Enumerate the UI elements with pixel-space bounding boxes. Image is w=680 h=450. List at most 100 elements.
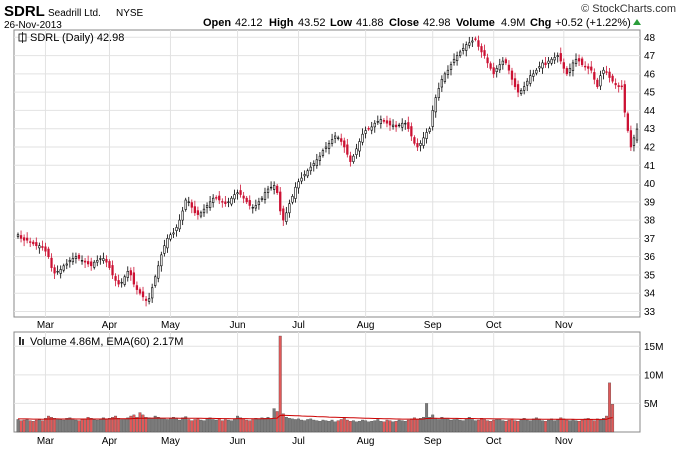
candle-up: [574, 58, 578, 64]
candle-down: [117, 280, 120, 285]
volume-bar: [348, 420, 352, 433]
volume-bar: [519, 419, 523, 433]
price-legend: SDRL (Daily) 42.98: [18, 32, 124, 44]
candle-up: [294, 186, 297, 199]
price-tick-label: 38: [644, 216, 656, 227]
candle-up: [361, 133, 364, 143]
volume-tick-label: 5M: [644, 399, 658, 410]
volume-bar: [431, 414, 435, 433]
price-month-label: Jul: [292, 320, 305, 331]
volume-value: 4.9M: [501, 17, 525, 29]
candle-down: [221, 201, 224, 203]
volume-bar: [339, 419, 343, 433]
candle-up: [455, 55, 459, 62]
candle-up: [208, 201, 212, 208]
price-tick-label: 42: [644, 142, 656, 153]
candle-up: [324, 146, 328, 149]
volume-bar: [120, 419, 124, 433]
candle-up: [550, 58, 553, 64]
volume-bar: [196, 418, 200, 433]
candle-up: [419, 143, 422, 146]
volume-bar: [382, 421, 386, 433]
candle-up: [462, 47, 465, 51]
candle-down: [587, 66, 590, 69]
volume-bar: [101, 417, 105, 433]
candle-up: [431, 110, 434, 127]
candle-down: [608, 71, 611, 78]
volume-bar: [571, 419, 575, 433]
volume-bar: [239, 417, 243, 433]
low-value: 41.88: [356, 17, 384, 29]
volume-bar: [483, 419, 486, 433]
change-up-arrow-icon: [633, 19, 641, 25]
price-axis: 33 34 35 36 37 38 39 40 41 42 43 44 45 46 47 48: [644, 33, 656, 318]
candle-up: [266, 188, 270, 193]
candle-down: [410, 126, 413, 137]
volume-grid: [14, 332, 640, 432]
volume-bar: [364, 420, 368, 433]
candle-down: [29, 241, 32, 243]
candle-up: [553, 57, 556, 61]
change-value: +0.52 (+1.22%): [555, 17, 631, 29]
volume-bar: [419, 418, 422, 433]
candle-down: [492, 67, 495, 75]
volume-bar: [184, 416, 188, 433]
candle-down: [483, 50, 486, 56]
volume-bar: [22, 419, 26, 433]
candle-up: [202, 208, 206, 214]
candle-down: [611, 75, 614, 82]
volume-bar: [422, 416, 425, 433]
candle-up: [364, 130, 367, 134]
volume-month-label: Aug: [357, 436, 375, 447]
candle-down: [279, 191, 282, 212]
volume-bar: [172, 416, 175, 433]
volume-bar: [220, 420, 224, 433]
candle-down: [86, 261, 90, 265]
candle-up: [556, 55, 559, 57]
volume-month-axis: Mar Apr May Jun Jul Aug Sep Oct Nov: [37, 436, 573, 447]
candle-down: [394, 124, 398, 128]
volume-bar: [62, 419, 66, 433]
candle-down: [416, 143, 419, 148]
candle-up: [93, 261, 96, 268]
volume-bar: [190, 420, 194, 433]
candle-down: [35, 242, 38, 247]
price-grid: [14, 30, 640, 317]
volume-bar: [138, 412, 142, 433]
candle-down: [346, 144, 349, 155]
price-month-label: Nov: [555, 320, 573, 331]
candle-down: [385, 120, 389, 124]
volume-bar: [92, 419, 96, 433]
volume-bar: [544, 420, 547, 433]
volume-bar: [562, 418, 566, 433]
candle-up: [230, 197, 233, 205]
candle-up: [151, 287, 154, 299]
volume-bar: [40, 420, 44, 433]
volume-month-label: Nov: [555, 436, 573, 447]
volume-bar: [294, 419, 297, 433]
volume-bar: [547, 419, 551, 433]
candle-up: [169, 234, 172, 240]
candle-down: [623, 84, 626, 113]
volume-month-label: Jul: [292, 436, 305, 447]
brand-watermark: © StockCharts.com: [581, 3, 676, 15]
volume-bar: [327, 420, 331, 433]
high-label: High: [269, 17, 294, 29]
candle-up: [352, 155, 355, 162]
volume-bar: [202, 420, 206, 433]
candle-up: [306, 170, 309, 177]
candle-down: [343, 140, 346, 148]
volume-bar: [336, 420, 340, 433]
volume-bar: [416, 419, 419, 433]
volume-bar: [324, 420, 328, 433]
volume-bar: [510, 418, 514, 433]
volume-bar: [330, 419, 334, 433]
candle-up: [422, 137, 425, 146]
volume-bar: [242, 418, 246, 433]
volume-bar: [297, 418, 300, 433]
candle-up: [571, 62, 575, 71]
volume-bar: [531, 418, 535, 433]
candle-up: [446, 69, 450, 75]
volume-bar: [104, 419, 108, 433]
